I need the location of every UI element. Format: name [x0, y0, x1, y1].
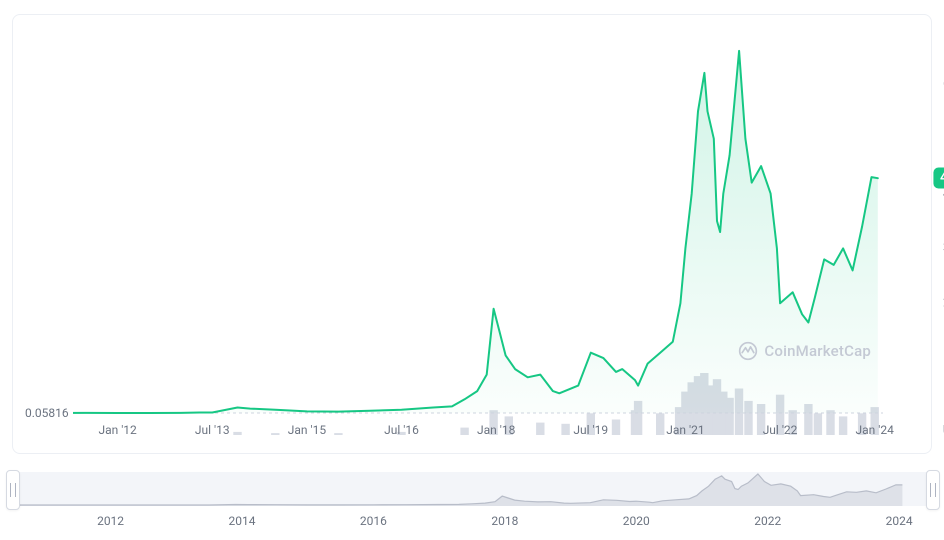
x-axis-tick: Jan '24 — [856, 423, 894, 437]
current-price-badge: 42.8K — [933, 168, 944, 189]
navigator-strip[interactable] — [12, 472, 932, 506]
x-axis-tick: Jul '13 — [195, 423, 230, 437]
x-axis-tick: Jul '16 — [384, 423, 419, 437]
watermark: CoinMarketCap — [738, 341, 871, 361]
chart-svg — [13, 15, 931, 453]
currency-unit-label: USD — [933, 424, 944, 439]
x-axis-tick: Jan '12 — [98, 423, 136, 437]
y-axis-tick: 60.0K — [933, 76, 944, 91]
navigator-x-tick: 2012 — [97, 514, 124, 528]
y-axis-tick: 10.0K — [933, 351, 944, 366]
navigator-x-tick: 2016 — [360, 514, 387, 528]
x-axis-tick: Jan '18 — [477, 423, 515, 437]
range-navigator[interactable]: 2012 2014 2016 2018 2020 2022 2024 — [12, 466, 932, 528]
navigator-handle-right[interactable] — [926, 470, 940, 510]
y-axis-tick: 50.0K — [933, 131, 944, 146]
x-axis-tick: Jul '19 — [573, 423, 608, 437]
x-axis-tick: Jul '22 — [763, 423, 798, 437]
navigator-svg — [12, 472, 932, 506]
start-value-label: 0.05816 — [21, 406, 73, 420]
navigator-x-tick: 2024 — [886, 514, 913, 528]
x-axis-tick: Jan '21 — [666, 423, 704, 437]
navigator-x-tick: 2022 — [754, 514, 781, 528]
navigator-handle-left[interactable] — [6, 470, 20, 510]
watermark-text: CoinMarketCap — [764, 342, 871, 360]
navigator-x-tick: 2020 — [623, 514, 650, 528]
navigator-x-tick: 2018 — [491, 514, 518, 528]
navigator-x-tick: 2014 — [229, 514, 256, 528]
x-axis-tick: Jan '15 — [288, 423, 326, 437]
price-chart[interactable]: 0.05816 10.0K20.0K30.0K40.0K50.0K60.0K 4… — [12, 14, 932, 454]
y-axis-tick: 30.0K — [933, 241, 944, 256]
coinmarketcap-icon — [738, 341, 758, 361]
y-axis-tick: 20.0K — [933, 296, 944, 311]
